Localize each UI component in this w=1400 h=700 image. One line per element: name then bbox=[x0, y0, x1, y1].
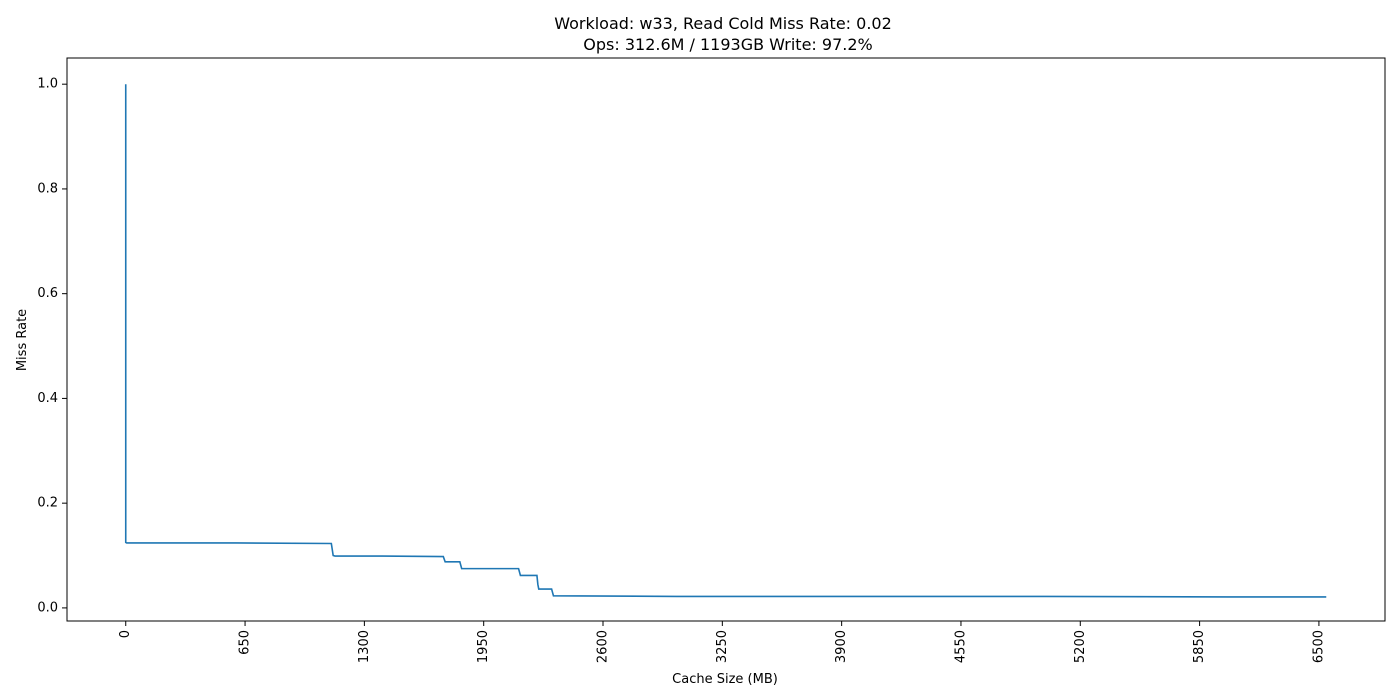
x-tick-label: 2600 bbox=[596, 630, 611, 663]
y-tick-label: 0.6 bbox=[37, 286, 58, 301]
x-tick-label: 3250 bbox=[715, 630, 730, 663]
x-tick-label: 3900 bbox=[834, 630, 849, 663]
x-tick-label: 5200 bbox=[1073, 630, 1088, 663]
x-tick-label: 5850 bbox=[1192, 630, 1207, 663]
y-axis: 0.0 0.2 0.4 0.6 0.8 1.0 bbox=[37, 77, 67, 615]
x-tick-label: 6500 bbox=[1311, 630, 1326, 663]
y-tick-label: 0.8 bbox=[37, 181, 58, 196]
x-tick-label: 4550 bbox=[953, 630, 968, 663]
chart-title-line-2: Ops: 312.6M / 1193GB Write: 97.2% bbox=[583, 35, 872, 54]
plot-frame bbox=[66, 57, 1386, 622]
y-axis-label: Miss Rate bbox=[15, 309, 30, 371]
y-tick-label: 0.2 bbox=[37, 496, 58, 511]
chart-title-line-1: Workload: w33, Read Cold Miss Rate: 0.02 bbox=[554, 14, 892, 33]
x-tick-label: 1950 bbox=[476, 630, 491, 663]
series-line-0 bbox=[124, 84, 1327, 598]
y-tick-label: 0.4 bbox=[37, 391, 58, 406]
x-axis: 0 650 1300 1950 2600 3250 3900 4550 5200 5850 6500 bbox=[118, 621, 1326, 663]
x-tick-label: 1300 bbox=[357, 630, 372, 663]
x-axis-label: Cache Size (MB) bbox=[672, 672, 778, 687]
y-tick-label: 1.0 bbox=[37, 77, 58, 92]
x-tick-label: 650 bbox=[238, 630, 253, 655]
x-tick-label: 0 bbox=[118, 630, 133, 638]
y-tick-label: 0.0 bbox=[37, 600, 58, 615]
plot-area bbox=[124, 84, 1327, 598]
